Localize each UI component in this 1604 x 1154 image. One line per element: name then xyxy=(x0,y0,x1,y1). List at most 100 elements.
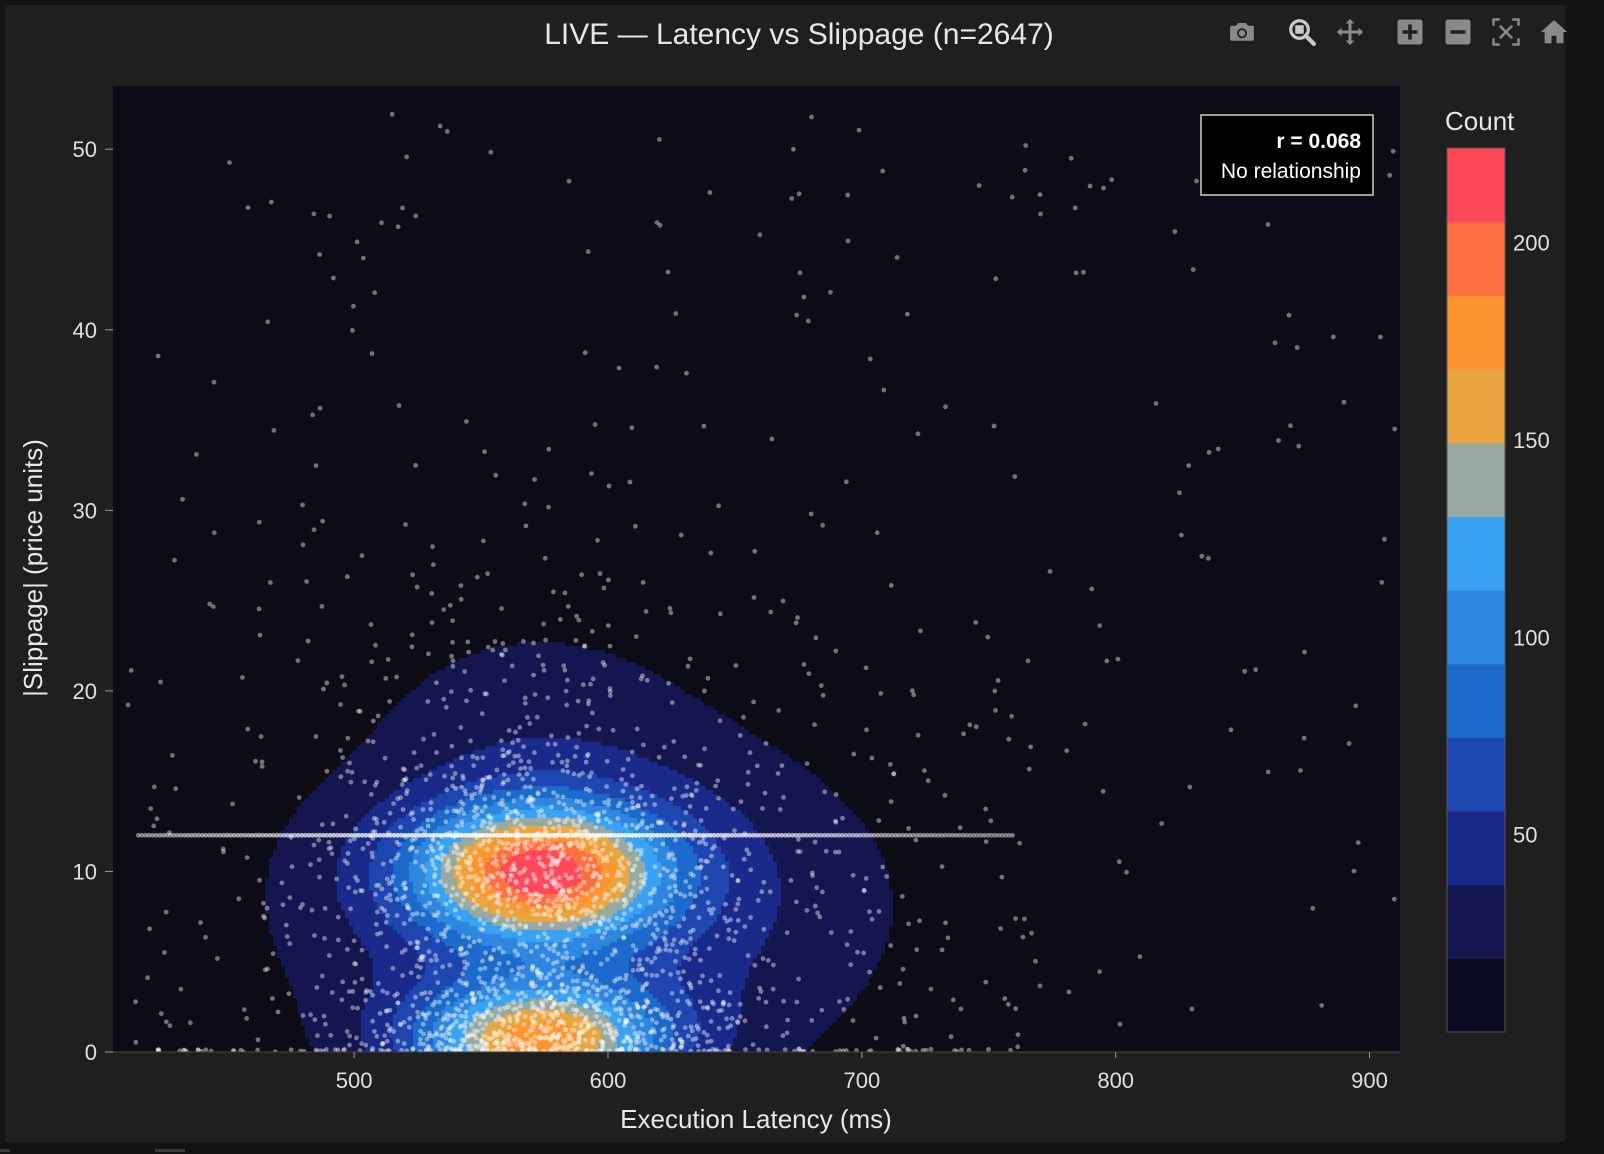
density-cell xyxy=(753,750,757,754)
density-cell xyxy=(821,790,825,794)
density-cell xyxy=(705,790,709,794)
density-cell xyxy=(477,690,481,694)
density-cell xyxy=(681,822,685,826)
density-cell xyxy=(505,658,509,662)
density-cell xyxy=(601,838,605,842)
density-cell xyxy=(697,822,701,826)
density-cell xyxy=(733,778,737,782)
density-cell xyxy=(697,698,701,702)
density-cell xyxy=(485,726,489,730)
density-cell xyxy=(837,826,841,830)
density-cell xyxy=(761,750,765,754)
density-cell xyxy=(377,818,381,822)
density-cell xyxy=(305,818,309,822)
density-cell xyxy=(637,678,641,682)
density-cell xyxy=(633,714,637,718)
density-cell xyxy=(393,830,397,834)
density-cell xyxy=(673,802,677,806)
density-cell xyxy=(769,806,773,810)
density-cell xyxy=(821,806,825,810)
density-cell xyxy=(529,790,533,794)
density-cell xyxy=(641,778,645,782)
density-cell xyxy=(397,726,401,730)
density-cell xyxy=(465,718,469,722)
density-cell xyxy=(645,710,649,714)
density-cell xyxy=(421,762,425,766)
density-cell xyxy=(713,802,717,806)
density-cell xyxy=(529,702,533,706)
density-cell xyxy=(413,694,417,698)
density-cell xyxy=(625,758,629,762)
density-cell xyxy=(729,766,733,770)
density-cell xyxy=(805,794,809,798)
density-cell xyxy=(621,826,625,830)
density-cell xyxy=(789,842,793,846)
density-cell xyxy=(449,798,453,802)
density-cell xyxy=(433,750,437,754)
density-cell xyxy=(557,706,561,710)
density-cell xyxy=(349,806,353,810)
density-cell xyxy=(773,770,777,774)
density-cell xyxy=(325,790,329,794)
density-cell xyxy=(669,722,673,726)
density-cell xyxy=(737,806,741,810)
density-cell xyxy=(629,802,633,806)
density-cell xyxy=(493,650,497,654)
density-cell xyxy=(713,842,717,846)
density-cell xyxy=(481,746,485,750)
density-cell xyxy=(817,794,821,798)
density-cell xyxy=(441,698,445,702)
density-cell xyxy=(537,674,541,678)
density-cell xyxy=(721,806,725,810)
density-cell xyxy=(613,750,617,754)
density-cell xyxy=(565,682,569,686)
density-cell xyxy=(413,818,417,822)
density-cell xyxy=(689,782,693,786)
density-cell xyxy=(465,726,469,730)
density-cell xyxy=(485,702,489,706)
density-cell xyxy=(837,822,841,826)
density-cell xyxy=(597,666,601,670)
density-cell xyxy=(493,826,497,830)
density-cell xyxy=(737,762,741,766)
density-cell xyxy=(561,750,565,754)
density-cell xyxy=(345,782,349,786)
density-cell xyxy=(685,738,689,742)
density-cell xyxy=(609,758,613,762)
density-cell xyxy=(741,806,745,810)
density-cell xyxy=(473,782,477,786)
density-cell xyxy=(533,718,537,722)
density-cell xyxy=(549,826,553,830)
density-cell xyxy=(641,822,645,826)
density-cell xyxy=(309,794,313,798)
density-cell xyxy=(453,686,457,690)
density-cell xyxy=(589,726,593,730)
density-cell xyxy=(409,742,413,746)
density-cell xyxy=(641,802,645,806)
density-cell xyxy=(625,814,629,818)
density-cell xyxy=(749,794,753,798)
density-cell xyxy=(505,682,509,686)
density-cell xyxy=(485,790,489,794)
density-cell xyxy=(405,818,409,822)
density-cell xyxy=(537,662,541,666)
density-cell xyxy=(733,758,737,762)
density-cell xyxy=(749,746,753,750)
density-cell xyxy=(353,794,357,798)
density-cell xyxy=(425,734,429,738)
density-cell xyxy=(557,750,561,754)
density-cell xyxy=(845,822,849,826)
density-cell xyxy=(673,806,677,810)
density-cell xyxy=(781,806,785,810)
density-cell xyxy=(693,770,697,774)
density-cell xyxy=(689,730,693,734)
density-cell xyxy=(629,838,633,842)
density-cell xyxy=(401,822,405,826)
density-cell xyxy=(565,674,569,678)
density-cell xyxy=(709,774,713,778)
density-cell xyxy=(353,806,357,810)
density-cell xyxy=(625,822,629,826)
density-cell xyxy=(449,734,453,738)
density-cell xyxy=(741,762,745,766)
density-cell xyxy=(681,722,685,726)
